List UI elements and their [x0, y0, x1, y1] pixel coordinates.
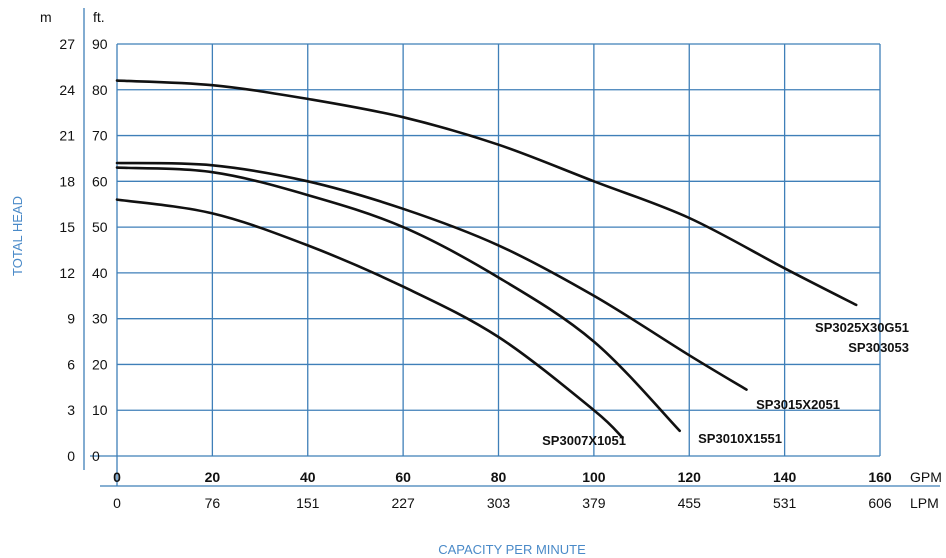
y-tick-label-ft: 80 [92, 82, 108, 98]
x-tick-label-gpm: 160 [868, 469, 892, 485]
series-curve [115, 198, 624, 439]
grid [83, 8, 940, 487]
y-axis: 0 0 10 3 20 6 30 9 40 12 50 15 60 18 70 21 80 24 90 27 [59, 36, 107, 464]
y-tick-label-m: 0 [67, 448, 75, 464]
y-tick-label-ft: 60 [92, 173, 108, 189]
series-curves [115, 79, 858, 439]
y-tick-label-m: 3 [67, 402, 75, 418]
y-tick-label-m: 18 [59, 173, 75, 189]
x-tick-label-gpm: 0 [113, 469, 121, 485]
series-label-line: SP3007X1051 [542, 433, 626, 448]
x-unit-secondary: LPM [910, 495, 939, 511]
x-tick-label-lpm: 379 [582, 495, 606, 511]
y-axis-title: TOTAL HEAD [10, 196, 25, 276]
y-unit-primary: m [40, 9, 52, 25]
x-tick-label-lpm: 227 [391, 495, 415, 511]
x-tick-label-gpm: 60 [395, 469, 411, 485]
x-tick-label-gpm: 120 [678, 469, 702, 485]
series-label: SP3007X1051 [542, 433, 626, 448]
y-tick-label-ft: 20 [92, 356, 108, 372]
y-tick-label-ft: 30 [92, 311, 108, 327]
x-tick-label-gpm: 100 [582, 469, 606, 485]
x-tick-label-gpm: 80 [491, 469, 507, 485]
x-tick-label-gpm: 140 [773, 469, 797, 485]
y-tick-label-ft: 90 [92, 36, 108, 52]
series-label-line: SP3010X1551 [698, 431, 782, 446]
series-label: SP3010X1551 [698, 431, 782, 446]
x-tick-label-lpm: 455 [678, 495, 702, 511]
y-unit-secondary: ft. [93, 9, 105, 25]
y-tick-label-m: 12 [59, 265, 75, 281]
series-label-line: SP3015X2051 [756, 397, 840, 412]
series-label-line: SP3025X30G51 [815, 320, 909, 335]
y-tick-label-m: 21 [59, 128, 75, 144]
y-tick-label-ft: 10 [92, 402, 108, 418]
x-tick-label-lpm: 303 [487, 495, 511, 511]
series-label: SP3025X30G51 SP303053 [815, 320, 909, 355]
x-tick-label-lpm: 606 [868, 495, 892, 511]
x-axis: 0 0 20 76 40 151 60 227 80 303 100 379 120 455 140 531 1… [113, 469, 892, 511]
x-tick-label-lpm: 0 [113, 495, 121, 511]
series-label: SP3015X2051 [756, 397, 840, 412]
series-curve [115, 79, 858, 307]
x-tick-label-gpm: 40 [300, 469, 316, 485]
x-unit-primary: GPM [910, 469, 942, 485]
y-tick-label-ft: 0 [92, 448, 100, 464]
y-tick-label-m: 15 [59, 219, 75, 235]
series-curve [115, 166, 681, 433]
x-tick-label-gpm: 20 [205, 469, 221, 485]
x-tick-label-lpm: 151 [296, 495, 320, 511]
y-tick-label-ft: 50 [92, 219, 108, 235]
series-label-line: SP303053 [848, 340, 909, 355]
y-tick-label-m: 9 [67, 311, 75, 327]
y-tick-label-m: 6 [67, 356, 75, 372]
y-tick-label-m: 27 [59, 36, 75, 52]
series-labels: SP3025X30G51 SP303053 SP3015X2051 SP3010X15… [542, 320, 909, 448]
x-tick-label-lpm: 531 [773, 495, 797, 511]
y-tick-label-ft: 70 [92, 128, 108, 144]
series-curve [115, 161, 748, 391]
y-tick-label-m: 24 [59, 82, 75, 98]
x-axis-title: CAPACITY PER MINUTE [438, 542, 586, 557]
x-tick-label-lpm: 76 [205, 495, 221, 511]
y-tick-label-ft: 40 [92, 265, 108, 281]
